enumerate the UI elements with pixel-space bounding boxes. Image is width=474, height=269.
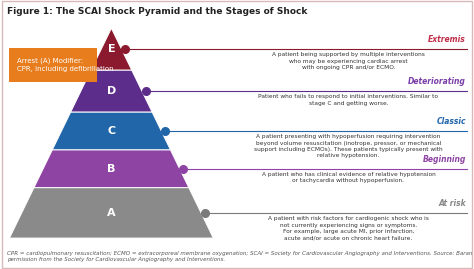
Text: At risk: At risk: [438, 199, 466, 208]
Text: Extremis: Extremis: [428, 36, 466, 44]
Text: C: C: [107, 126, 116, 136]
Text: D: D: [107, 86, 116, 96]
Text: CPR = cardiopulmonary resuscitation; ECMO = extracorporeal membrane oxygenation;: CPR = cardiopulmonary resuscitation; ECM…: [7, 250, 474, 262]
Text: Patient who fails to respond to initial interventions. Similar to
stage C and ge: Patient who fails to respond to initial …: [258, 94, 438, 106]
Text: A patient presenting with hypoperfusion requiring intervention
beyond volume res: A patient presenting with hypoperfusion …: [254, 134, 443, 158]
Text: A: A: [107, 208, 116, 218]
Text: B: B: [107, 164, 116, 174]
Text: A patient with risk factors for cardiogenic shock who is
not currently experienc: A patient with risk factors for cardioge…: [268, 216, 429, 240]
Polygon shape: [71, 70, 152, 112]
Text: Deteriorating: Deteriorating: [408, 77, 466, 86]
Text: A patient being supported by multiple interventions
who may be experiencing card: A patient being supported by multiple in…: [272, 52, 425, 70]
FancyBboxPatch shape: [9, 48, 97, 82]
Polygon shape: [52, 112, 171, 150]
Polygon shape: [91, 28, 132, 70]
Polygon shape: [9, 188, 213, 238]
Text: Figure 1: The SCAI Shock Pyramid and the Stages of Shock: Figure 1: The SCAI Shock Pyramid and the…: [7, 7, 308, 16]
Text: Beginning: Beginning: [422, 155, 466, 164]
Text: A patient who has clinical evidence of relative hypotension
or tachycardia witho: A patient who has clinical evidence of r…: [262, 172, 435, 183]
Polygon shape: [34, 150, 189, 188]
Text: E: E: [108, 44, 115, 54]
Text: Classic: Classic: [437, 117, 466, 126]
Text: Arrest (A) Modifier:
CPR, including defibrillation: Arrest (A) Modifier: CPR, including defi…: [17, 58, 113, 72]
